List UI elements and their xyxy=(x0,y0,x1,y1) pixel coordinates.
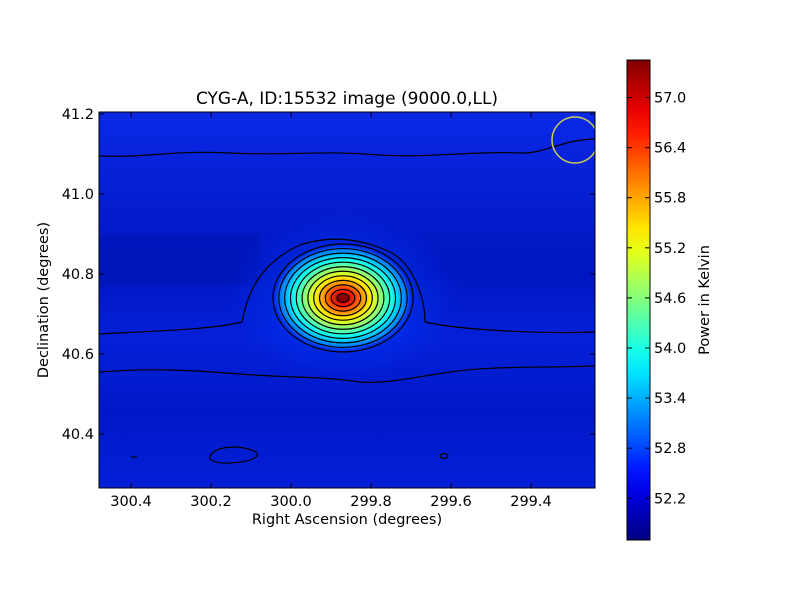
plot-frame xyxy=(98,111,596,489)
colorbar-tick-label: 56.4 xyxy=(654,141,686,157)
colorbar-tick-label: 52.8 xyxy=(654,441,686,457)
contour-ring xyxy=(330,288,356,308)
colorbar-ticks: 52.2 52.8 53.4 54.0 54.6 55.2 55.8 56.4 57.0 xyxy=(627,91,686,507)
chart-title: CYG-A, ID:15532 image (9000.0,LL) xyxy=(196,89,498,109)
y-tick-label: 40.4 xyxy=(62,427,94,443)
x-axis-label: Right Ascension (degrees) xyxy=(252,512,442,528)
plot-area xyxy=(99,112,595,488)
y-tick-label: 41.2 xyxy=(62,107,94,123)
colorbar-label: Power in Kelvin xyxy=(697,245,713,355)
contour-blob-left xyxy=(209,446,258,464)
colorbar-tick-label: 55.8 xyxy=(654,191,686,207)
colorbar-tick-label: 54.0 xyxy=(654,341,686,357)
x-tick-label: 300.0 xyxy=(270,494,312,510)
colorbar-tick-label: 57.0 xyxy=(654,91,686,107)
contour-lower xyxy=(99,365,595,383)
contour-blob-small xyxy=(439,452,449,460)
contour-lines xyxy=(99,138,595,464)
colorbar-tick-label: 52.2 xyxy=(654,491,686,507)
contour-upper xyxy=(99,138,595,157)
y-tick-label: 40.8 xyxy=(62,267,94,283)
contour-ring xyxy=(307,270,379,326)
contour-ring xyxy=(289,257,397,339)
contour-ring xyxy=(284,252,402,344)
beam-marker-circle xyxy=(551,116,595,164)
x-tick-label: 300.4 xyxy=(110,494,152,510)
x-tick-label: 299.4 xyxy=(510,494,552,510)
contour-ring xyxy=(295,261,391,335)
contour-ring xyxy=(272,243,414,353)
y-tick-label: 40.6 xyxy=(62,347,94,363)
contour-core xyxy=(336,292,350,304)
contour-ring xyxy=(278,247,408,349)
colorbar-tick-label: 53.4 xyxy=(654,391,686,407)
x-tick-label: 299.8 xyxy=(350,494,392,510)
x-tick-label: 300.2 xyxy=(190,494,232,510)
x-tick-label: 299.6 xyxy=(430,494,472,510)
contour-ring xyxy=(318,279,368,317)
y-axis-ticks: 40.4 40.6 40.8 41.0 41.2 xyxy=(62,107,595,443)
colorbar-tick-label: 54.6 xyxy=(654,291,686,307)
contour-source-outer xyxy=(99,238,595,335)
y-axis-label: Declination (degrees) xyxy=(36,222,52,378)
contour-ring xyxy=(324,284,362,312)
y-tick-label: 41.0 xyxy=(62,187,94,203)
contour-ring xyxy=(301,266,385,330)
contour-ring xyxy=(313,275,373,321)
x-axis-ticks: 300.4 300.2 300.0 299.8 299.6 299.4 xyxy=(110,112,552,510)
colorbar-tick-label: 55.2 xyxy=(654,241,686,257)
contour-source-inner xyxy=(272,243,414,353)
colorbar xyxy=(626,59,651,541)
